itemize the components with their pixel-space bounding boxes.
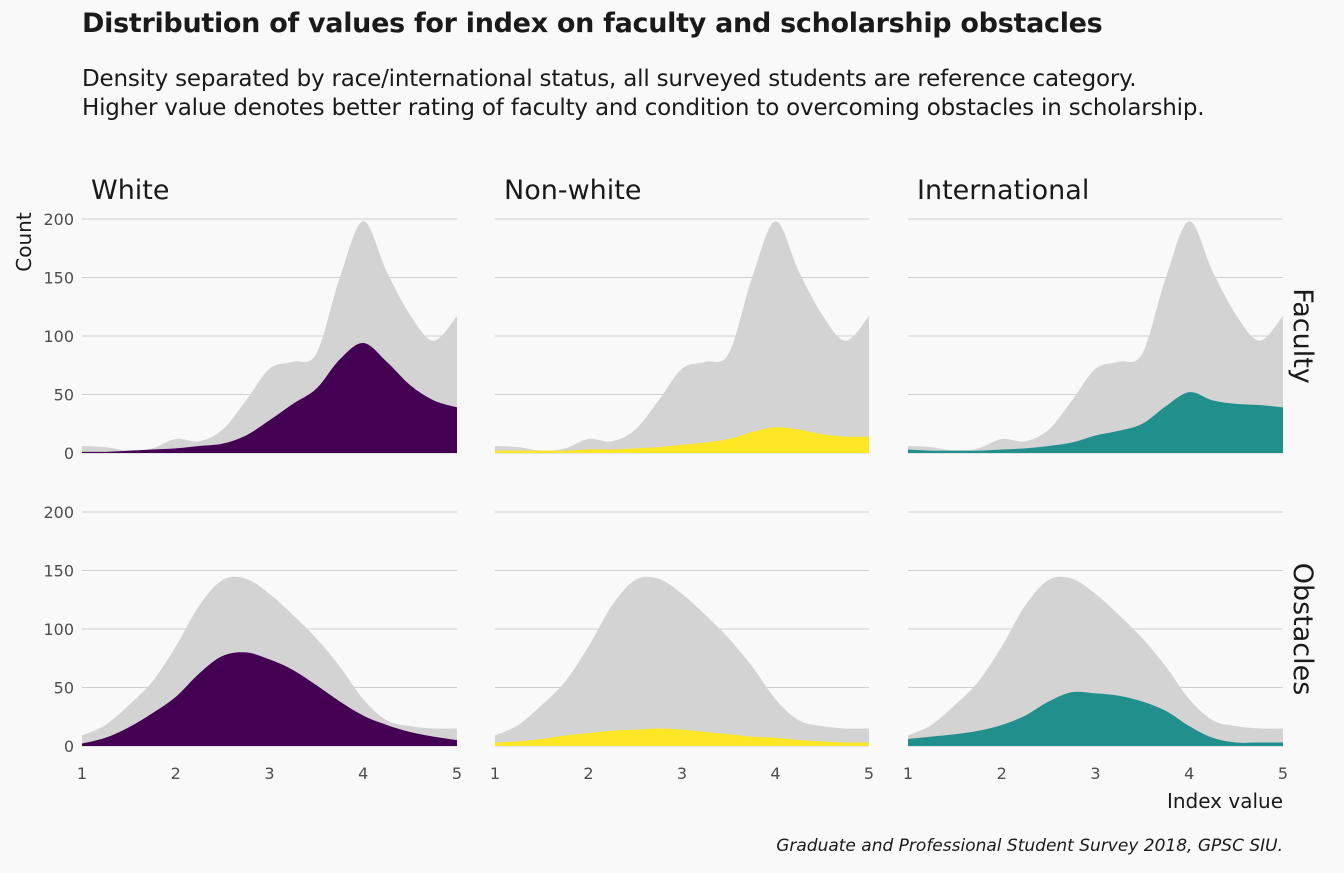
area-obstacles-international: [908, 691, 1283, 746]
y-tick-label-faculty-50: 50: [54, 386, 74, 405]
strip-label-non-white: Non-white: [504, 175, 641, 206]
y-tick-label-obstacles-150: 150: [43, 562, 74, 581]
chart-subtitle-line-2: Higher value denotes better rating of fa…: [82, 95, 1205, 121]
area-reference-faculty-non-white: [495, 221, 869, 453]
area-faculty-white: [82, 343, 457, 453]
x-tick-label-international-4: 4: [1184, 764, 1194, 783]
chart-subtitle-line-1: Density separated by race/international …: [82, 66, 1137, 92]
x-tick-label-white-1: 1: [77, 764, 87, 783]
y-axis-label: Count: [12, 212, 36, 272]
x-tick-label-international-1: 1: [903, 764, 913, 783]
y-tick-label-obstacles-200: 200: [43, 503, 74, 522]
x-tick-label-international-2: 2: [997, 764, 1007, 783]
x-tick-label-white-5: 5: [452, 764, 462, 783]
x-tick-label-non-white-3: 3: [677, 764, 687, 783]
x-tick-label-international-3: 3: [1090, 764, 1100, 783]
y-tick-label-obstacles-50: 50: [54, 679, 74, 698]
area-reference-obstacles-non-white: [495, 576, 869, 746]
y-tick-label-faculty-100: 100: [43, 327, 74, 346]
area-obstacles-non-white: [495, 728, 869, 746]
strip-label-international: International: [917, 175, 1089, 206]
y-tick-label-faculty-0: 0: [64, 444, 74, 463]
chart-caption: Graduate and Professional Student Survey…: [776, 836, 1283, 856]
strip-label-white: White: [91, 175, 170, 206]
y-tick-label-obstacles-100: 100: [43, 620, 74, 639]
chart-title: Distribution of values for index on facu…: [82, 8, 1103, 39]
x-tick-label-non-white-5: 5: [864, 764, 874, 783]
x-tick-label-international-5: 5: [1278, 764, 1288, 783]
area-obstacles-white: [82, 652, 457, 746]
area-faculty-non-white: [495, 427, 869, 453]
y-tick-label-obstacles-0: 0: [64, 737, 74, 756]
y-tick-label-faculty-150: 150: [43, 269, 74, 288]
x-tick-label-white-3: 3: [264, 764, 274, 783]
x-tick-label-non-white-4: 4: [770, 764, 780, 783]
strip-label-obstacles: Obstacles: [1287, 563, 1318, 696]
x-tick-label-white-2: 2: [171, 764, 181, 783]
x-tick-label-non-white-2: 2: [583, 764, 593, 783]
x-tick-label-white-4: 4: [358, 764, 368, 783]
area-reference-obstacles-international: [908, 576, 1283, 746]
y-tick-label-faculty-200: 200: [43, 210, 74, 229]
strip-label-faculty: Faculty: [1287, 288, 1318, 384]
x-axis-label: Index value: [1167, 789, 1283, 813]
x-tick-label-non-white-1: 1: [490, 764, 500, 783]
area-faculty-international: [908, 392, 1283, 453]
